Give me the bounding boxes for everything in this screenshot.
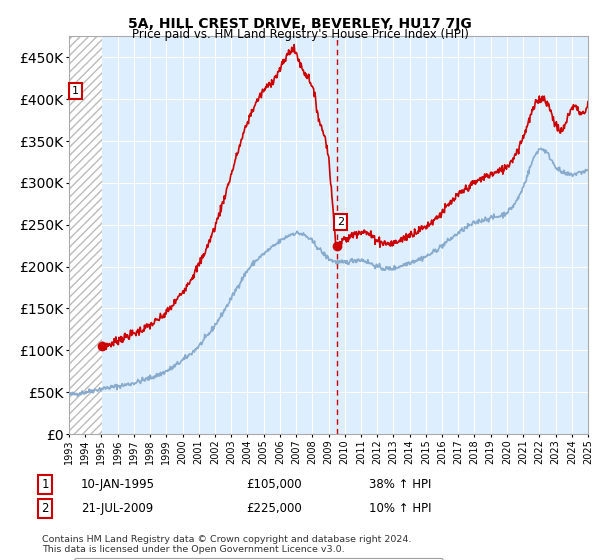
Legend: 5A, HILL CREST DRIVE, BEVERLEY, HU17 7JG (detached house), HPI: Average price, d: 5A, HILL CREST DRIVE, BEVERLEY, HU17 7JG…: [74, 558, 443, 560]
Text: 10-JAN-1995: 10-JAN-1995: [81, 478, 155, 491]
Polygon shape: [69, 36, 102, 434]
Text: £225,000: £225,000: [246, 502, 302, 515]
Text: 5A, HILL CREST DRIVE, BEVERLEY, HU17 7JG: 5A, HILL CREST DRIVE, BEVERLEY, HU17 7JG: [128, 17, 472, 31]
Text: Price paid vs. HM Land Registry's House Price Index (HPI): Price paid vs. HM Land Registry's House …: [131, 28, 469, 41]
Text: 2: 2: [41, 502, 49, 515]
Text: 1: 1: [72, 86, 79, 96]
Text: 2: 2: [337, 217, 344, 227]
Text: £105,000: £105,000: [246, 478, 302, 491]
Text: Contains HM Land Registry data © Crown copyright and database right 2024.
This d: Contains HM Land Registry data © Crown c…: [42, 535, 412, 554]
Text: 1: 1: [41, 478, 49, 491]
Text: 21-JUL-2009: 21-JUL-2009: [81, 502, 153, 515]
Text: 10% ↑ HPI: 10% ↑ HPI: [369, 502, 431, 515]
Text: 38% ↑ HPI: 38% ↑ HPI: [369, 478, 431, 491]
